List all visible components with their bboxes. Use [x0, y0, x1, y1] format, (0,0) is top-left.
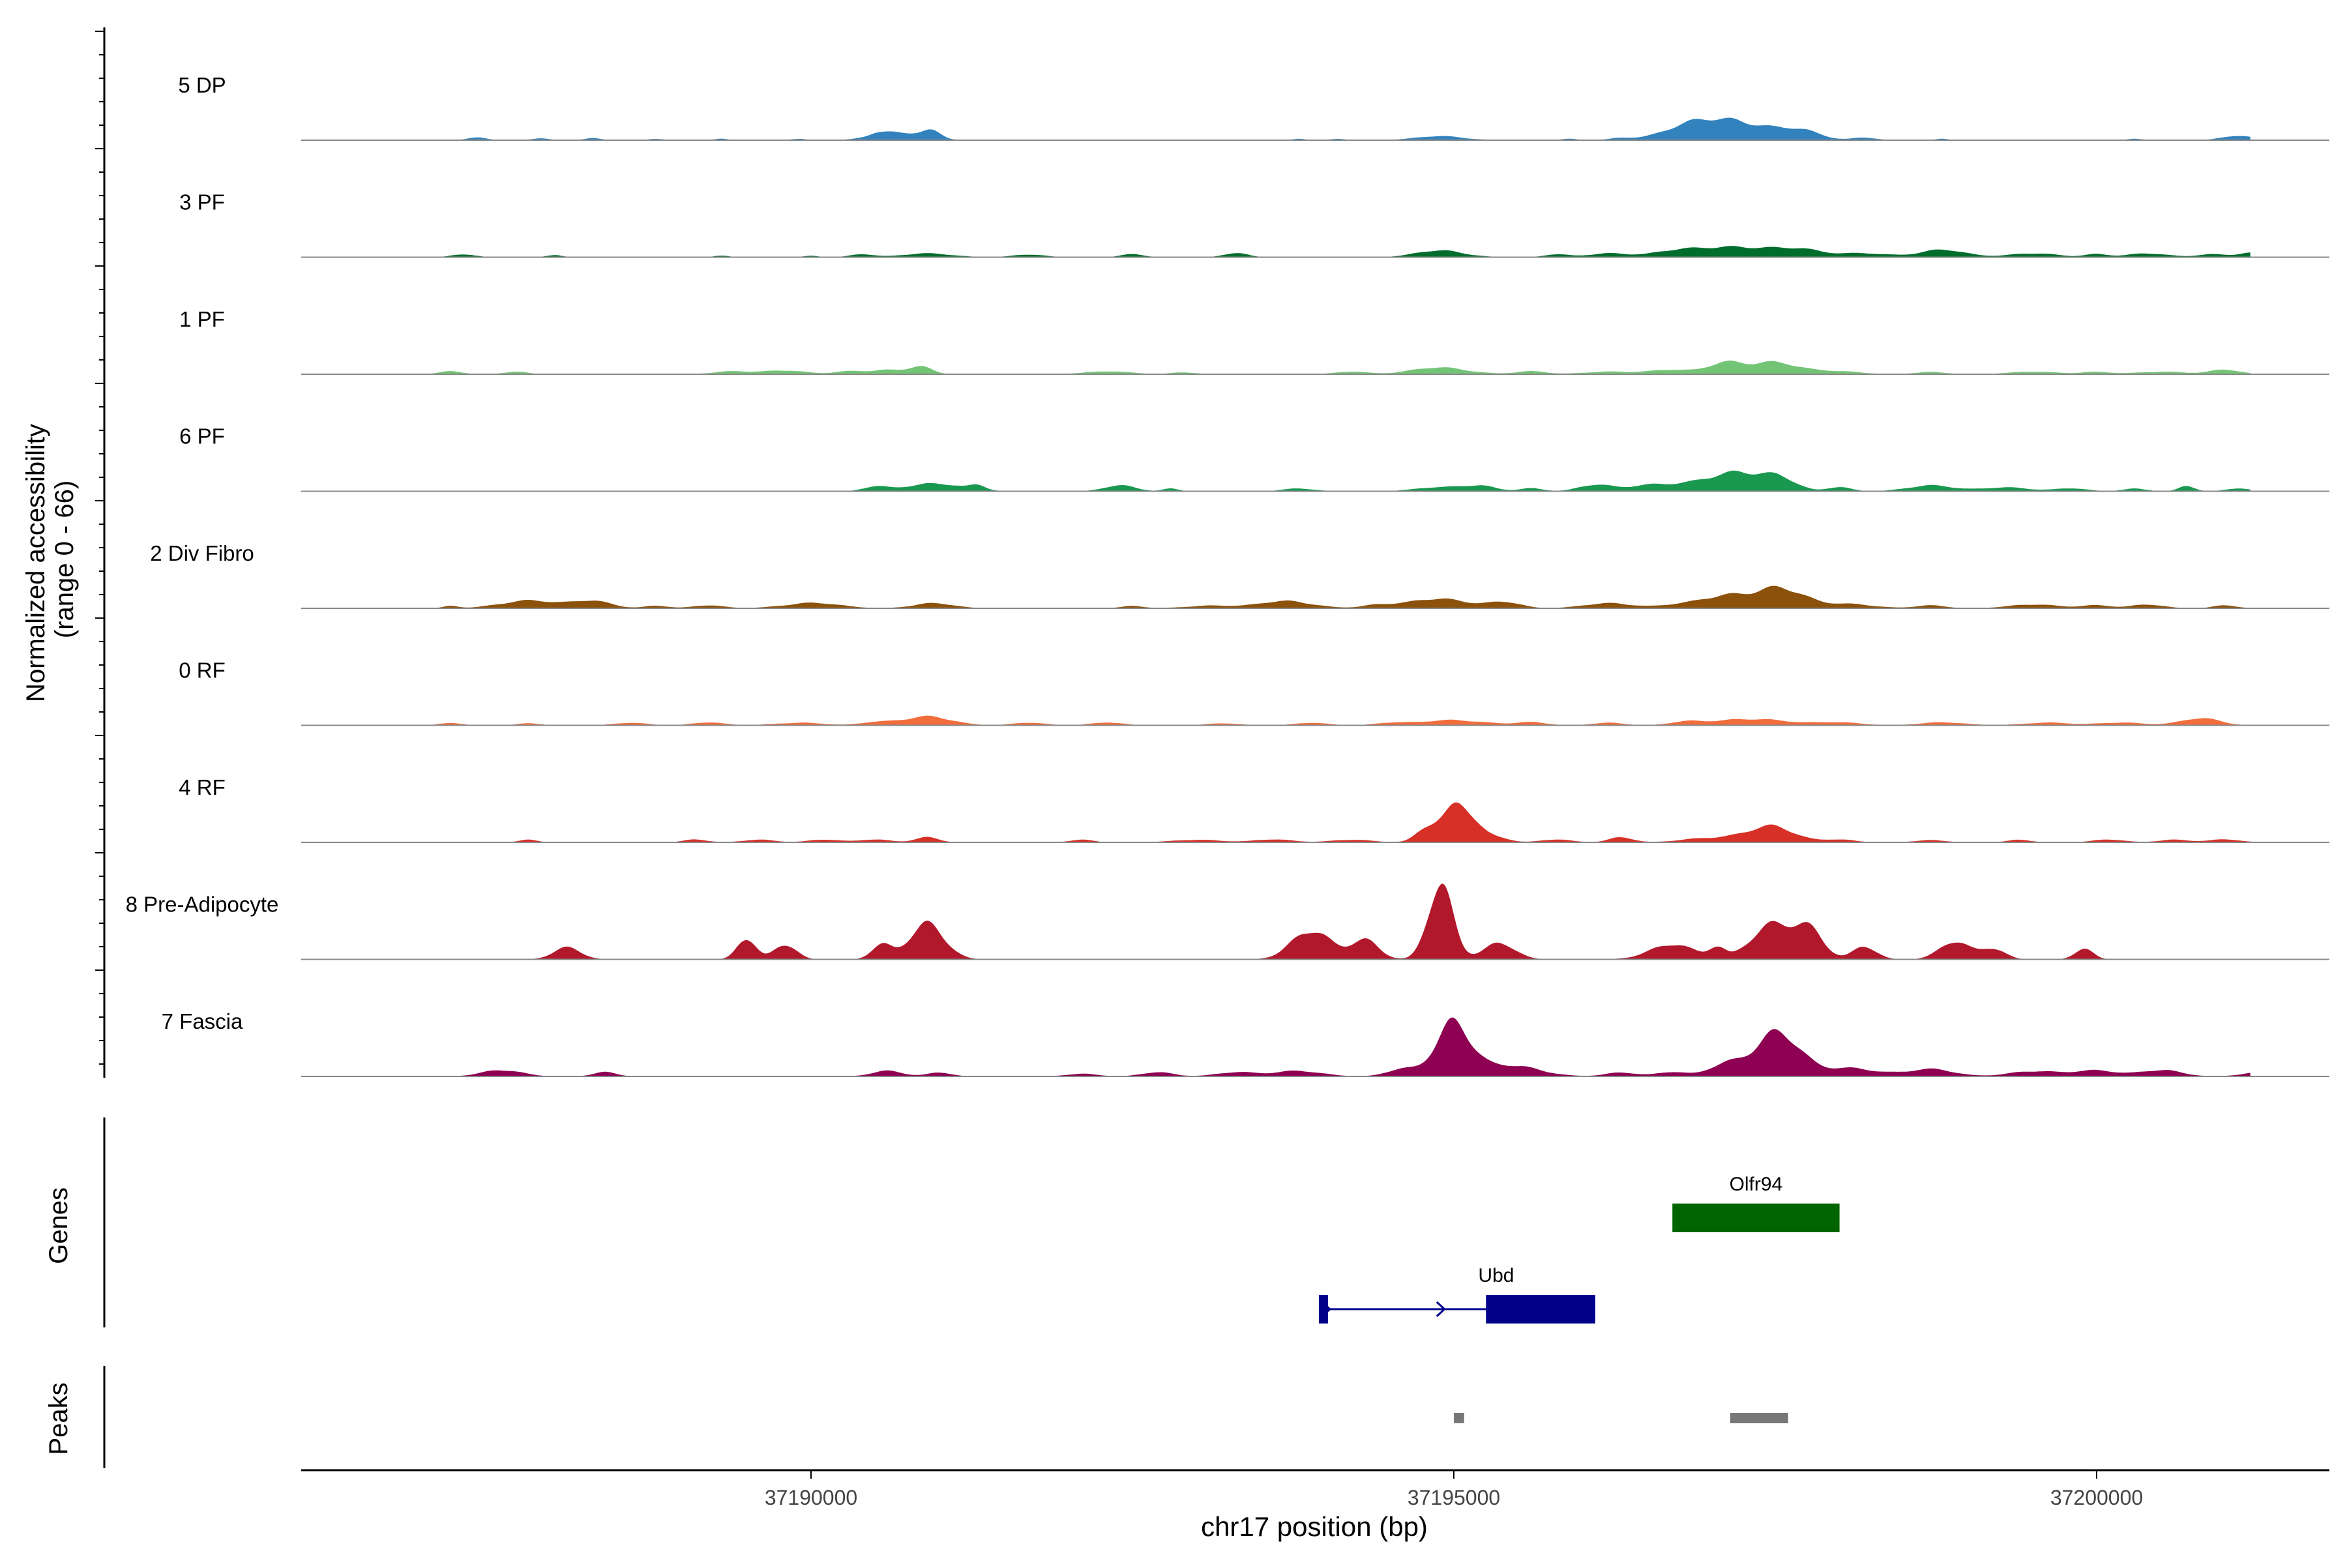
gene-exon	[1318, 1295, 1328, 1324]
track-label: 1 PF	[179, 307, 225, 331]
coverage-area	[374, 585, 2251, 608]
coverage-area	[374, 117, 2251, 140]
x-axis-ticks: 37190000 37195000 37200000	[765, 1470, 2143, 1509]
gene-ubd: Ubd	[1318, 1265, 1595, 1324]
track-4: 2 Div Fibro	[150, 541, 2329, 609]
track-label: 0 RF	[179, 658, 226, 683]
track-3: 6 PF	[179, 424, 2329, 492]
track-0: 5 DP	[178, 73, 2329, 141]
track-label: 2 Div Fibro	[150, 541, 254, 565]
gene-exon	[1672, 1204, 1840, 1232]
x-axis-label: chr17 position (bp)	[1201, 1511, 1428, 1542]
track-label: 6 PF	[179, 424, 225, 449]
track-1: 3 PF	[179, 190, 2329, 258]
gene-label: Ubd	[1478, 1265, 1514, 1286]
gene-label: Olfr94	[1730, 1174, 1783, 1195]
peak-region	[1730, 1413, 1788, 1423]
y-axis-label: Normalized accessibility (range 0 - 66)	[22, 417, 79, 702]
coverage-area	[374, 715, 2251, 726]
peak-region	[1454, 1413, 1464, 1423]
coverage-area	[374, 361, 2251, 374]
coverage-area	[374, 883, 2251, 960]
x-tick-label: 37190000	[765, 1486, 857, 1509]
x-tick-label: 37200000	[2050, 1486, 2143, 1509]
track-6: 4 RF	[179, 775, 2329, 843]
track-7: 8 Pre-Adipocyte	[126, 883, 2329, 960]
coverage-tracks: 5 DP 3 PF 1 PF 6 PF 2 Div Fibro 0 RF 4 RF 8 Pre…	[126, 73, 2329, 1077]
track-label: 7 Fascia	[162, 1009, 243, 1033]
y-axis-label-line1: Normalized accessibility	[22, 424, 50, 702]
coverage-axis-ticks	[95, 31, 104, 1065]
track-label: 5 DP	[178, 73, 226, 97]
coverage-area	[374, 1017, 2251, 1076]
track-5: 0 RF	[179, 658, 2329, 726]
gene-olfr94: Olfr94	[1672, 1174, 1840, 1232]
peaks-label: Peaks	[44, 1382, 73, 1455]
track-label: 3 PF	[179, 190, 225, 214]
track-2: 1 PF	[179, 307, 2329, 375]
coverage-area	[374, 802, 2251, 842]
strand-arrow	[1436, 1301, 1446, 1318]
y-axis-label-line2: (range 0 - 66)	[50, 481, 79, 638]
coverage-area	[374, 246, 2251, 258]
gene-track: Olfr94 Ubd	[1318, 1174, 1840, 1324]
track-8: 7 Fascia	[162, 1009, 2329, 1077]
coverage-area	[374, 470, 2251, 492]
peak-track	[1454, 1413, 1788, 1423]
gene-exon	[1486, 1295, 1595, 1324]
track-label: 4 RF	[179, 775, 226, 799]
genes-label: Genes	[44, 1187, 73, 1264]
x-tick-label: 37195000	[1408, 1486, 1500, 1509]
track-label: 8 Pre-Adipocyte	[126, 893, 279, 917]
